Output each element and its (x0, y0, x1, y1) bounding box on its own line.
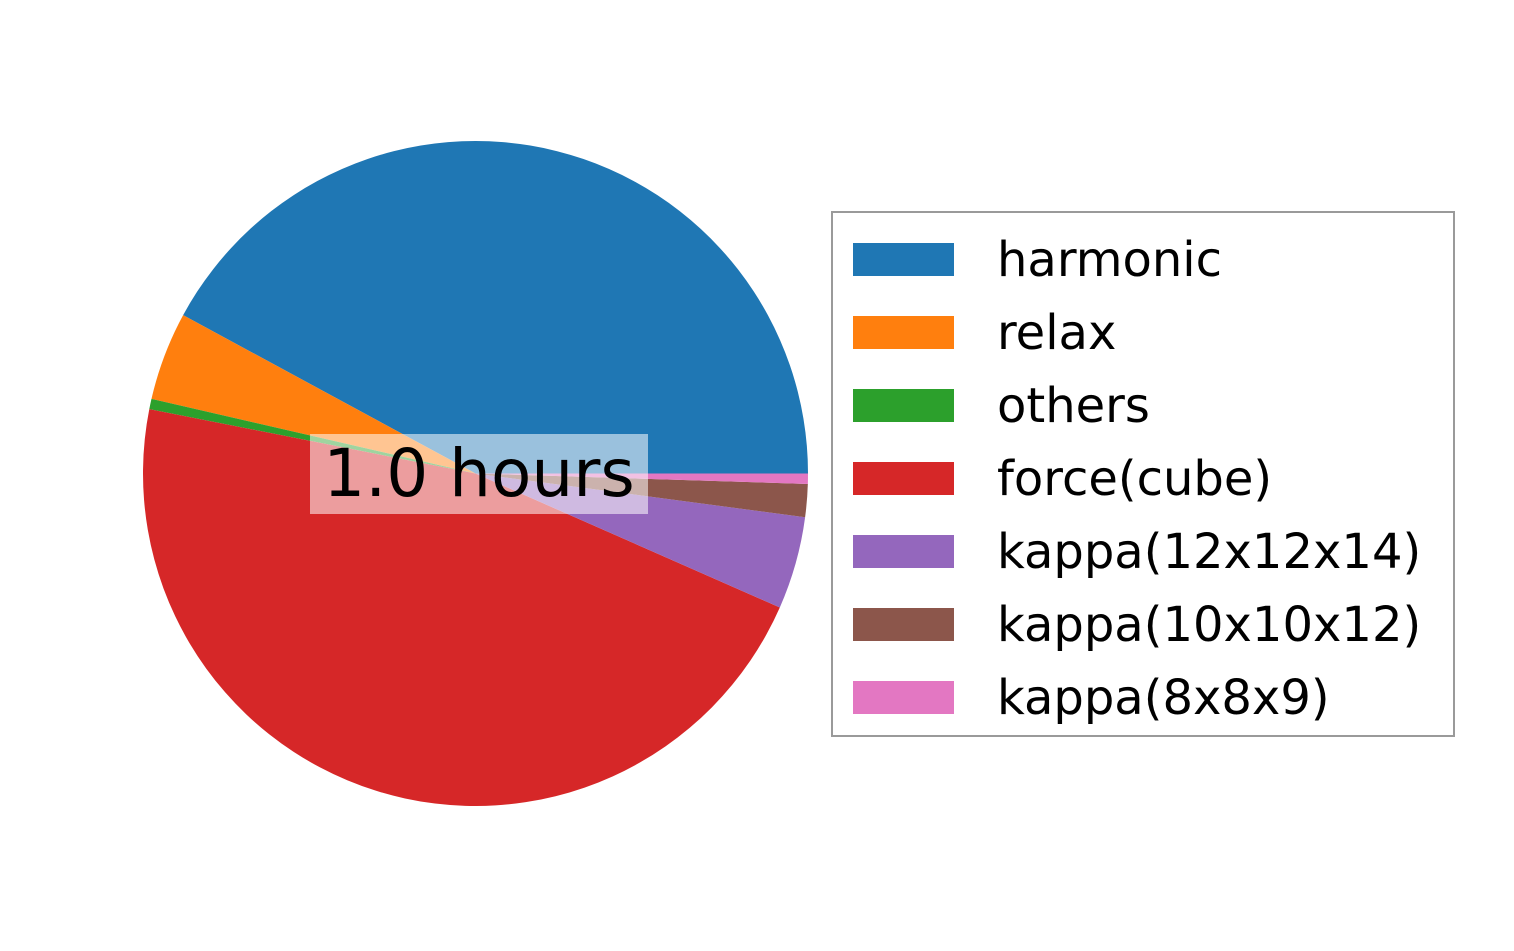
legend-item-label: relax (997, 304, 1117, 361)
legend-item[interactable]: kappa(8x8x9) (853, 661, 1453, 734)
legend-item[interactable]: others (853, 369, 1453, 442)
legend-color-swatch (853, 608, 954, 641)
legend-item[interactable]: kappa(12x12x14) (853, 515, 1453, 588)
pie-slice[interactable] (143, 409, 780, 806)
legend-item[interactable]: force(cube) (853, 442, 1453, 515)
legend-color-swatch (853, 316, 954, 349)
legend-item[interactable]: relax (853, 296, 1453, 369)
legend-item-label: force(cube) (997, 450, 1273, 507)
legend-item-list: harmonic relax others force(cube) kappa(12x1… (853, 223, 1453, 735)
pie-center-label: 1.0 hours (310, 434, 648, 514)
legend-item-label: kappa(12x12x14) (997, 523, 1422, 580)
chart-legend: harmonic relax others force(cube) kappa(12x1… (831, 211, 1455, 737)
legend-item-label: kappa(8x8x9) (997, 669, 1330, 726)
legend-item[interactable]: kappa(10x10x12) (853, 588, 1453, 661)
pie-center-label-text: 1.0 hours (323, 435, 635, 512)
legend-item-label: harmonic (997, 231, 1222, 288)
legend-item[interactable]: harmonic (853, 223, 1453, 296)
legend-item-label: others (997, 377, 1150, 434)
legend-color-swatch (853, 535, 954, 568)
pie-slice[interactable] (183, 141, 808, 474)
legend-color-swatch (853, 462, 954, 495)
legend-color-swatch (853, 389, 954, 422)
pie-slice[interactable] (151, 315, 476, 474)
legend-item-label: kappa(10x10x12) (997, 596, 1422, 653)
legend-color-swatch (853, 243, 954, 276)
legend-color-swatch (853, 681, 954, 714)
